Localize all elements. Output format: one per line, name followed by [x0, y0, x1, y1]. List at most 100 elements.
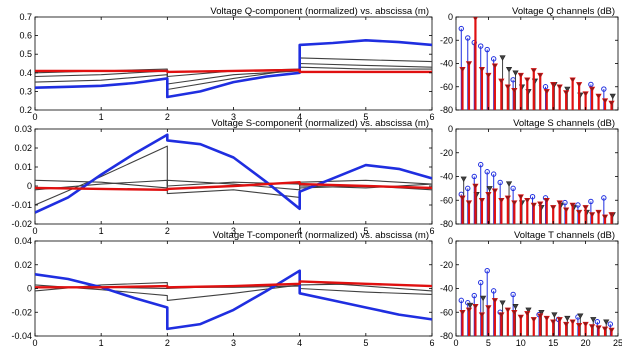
red-series-line	[35, 68, 432, 74]
blue-stem-marker	[484, 169, 490, 175]
gray-stem-marker	[499, 300, 506, 306]
x-tick-label: 2	[165, 338, 170, 347]
red-stem-marker	[608, 327, 615, 334]
red-stem-marker	[582, 321, 589, 328]
red-stem-marker	[524, 77, 531, 83]
red-stem-marker	[485, 192, 492, 198]
red-stem-marker	[491, 298, 498, 304]
x-tick-label: 4	[297, 226, 302, 236]
red-stem-marker	[472, 304, 479, 310]
red-stem-marker	[511, 200, 518, 206]
t-channels-panel: -80 -60 -40 -20 0 0 5 10 15 20 25 Voltage T channel…	[440, 230, 622, 347]
y-tick-label: -60	[440, 82, 453, 92]
blue-stem-marker	[562, 199, 568, 206]
red-stem-marker	[595, 325, 602, 331]
y-tick-label: 0.04	[14, 236, 32, 246]
blue-stem-marker	[484, 46, 490, 53]
y-tick-label: 0.5	[19, 49, 32, 59]
red-stem-marker	[576, 82, 583, 88]
red-stem-marker	[543, 197, 550, 204]
red-stem-marker	[465, 200, 473, 206]
red-stem-marker	[511, 87, 518, 94]
x-tick-label: 3	[231, 226, 236, 236]
blue-stem-marker	[465, 185, 471, 192]
blue-series-line	[35, 133, 432, 214]
x-tick-label: 5	[363, 112, 368, 122]
red-stem-marker	[517, 314, 524, 321]
x-tick-label: 1	[99, 338, 104, 347]
x-tick-label: 2	[165, 112, 170, 122]
red-stem-marker	[459, 309, 466, 316]
gray-stem-marker	[603, 319, 610, 325]
y-tick-label: 0	[448, 12, 453, 22]
x-tick-label: 1	[99, 112, 104, 122]
x-tick-label: 10	[516, 338, 526, 347]
y-tick-label: -40	[440, 59, 453, 69]
red-stem-marker	[563, 321, 570, 328]
blue-stem-marker	[490, 171, 497, 177]
panel-title: Voltage S-component (normalized) vs. abs…	[211, 118, 429, 129]
red-stem-marker	[582, 91, 589, 97]
red-stem-marker	[582, 205, 589, 211]
red-stem-marker	[608, 100, 615, 107]
red-stem-marker	[550, 319, 557, 325]
y-tick-label: -20	[440, 260, 453, 270]
x-tick-label: 4	[297, 112, 302, 122]
gray-stem-marker	[609, 93, 616, 100]
red-stem-marker	[601, 98, 609, 104]
y-tick-label: -40	[440, 172, 453, 182]
x-tick-label: 25	[613, 338, 622, 347]
blue-stem-marker	[575, 202, 581, 208]
blue-stem-marker	[607, 321, 614, 327]
y-tick-label: -60	[440, 195, 453, 205]
gray-stem-marker	[512, 304, 519, 310]
red-stem-marker	[530, 68, 537, 74]
gray-stem-marker	[505, 181, 513, 187]
y-tick-label: -0.04	[11, 331, 32, 341]
blue-stem-marker	[458, 297, 464, 304]
red-stem-marker	[601, 326, 609, 333]
red-stem-marker	[563, 90, 570, 96]
gray-series-line	[35, 57, 432, 91]
red-stem-marker	[550, 205, 557, 211]
gray-series-line	[35, 62, 432, 85]
x-tick-label: 0	[32, 112, 37, 122]
y-tick-label: -60	[440, 307, 453, 317]
red-stem-marker	[588, 212, 596, 218]
gray-stem-marker	[551, 312, 558, 318]
red-stem-marker	[537, 72, 544, 79]
y-tick-label: 0.4	[19, 68, 32, 78]
s-component-panel: -0.02 -0.01 0 0.01 0.02 0.03 0 1 2 3 4 5 6 Voltage S-…	[11, 118, 434, 236]
gray-series-line	[35, 179, 432, 191]
blue-stem-marker	[601, 195, 607, 201]
blue-stem-marker	[594, 319, 601, 325]
x-tick-label: 0	[32, 338, 37, 347]
blue-stem-marker	[471, 292, 477, 299]
red-stem-marker	[517, 72, 524, 79]
red-stem-marker	[504, 84, 511, 90]
red-stem-marker	[498, 78, 505, 85]
red-stem-marker	[504, 307, 511, 314]
x-tick-label: 15	[548, 338, 558, 347]
plot-area	[458, 17, 616, 110]
red-stem-marker	[478, 312, 486, 318]
blue-stem-marker	[478, 279, 484, 286]
y-tick-label: -0.01	[11, 200, 32, 210]
blue-stem-marker	[478, 43, 484, 49]
y-tick-label: -80	[440, 219, 453, 229]
blue-stem-marker	[465, 35, 471, 41]
red-stem-marker	[588, 86, 596, 93]
gray-stem-marker	[538, 309, 545, 316]
gray-stem-marker	[577, 313, 584, 320]
red-stem-marker	[498, 312, 505, 318]
plot-frame	[34, 128, 433, 225]
red-stem-marker	[472, 17, 478, 22]
red-stem-marker	[576, 323, 583, 329]
y-tick-label: 0.3	[19, 86, 32, 96]
blue-stem-marker	[588, 81, 594, 88]
red-stem-marker	[459, 195, 466, 202]
gray-stem-marker	[467, 302, 474, 309]
red-stem-marker	[524, 197, 531, 204]
x-tick-label: 1	[99, 226, 104, 236]
